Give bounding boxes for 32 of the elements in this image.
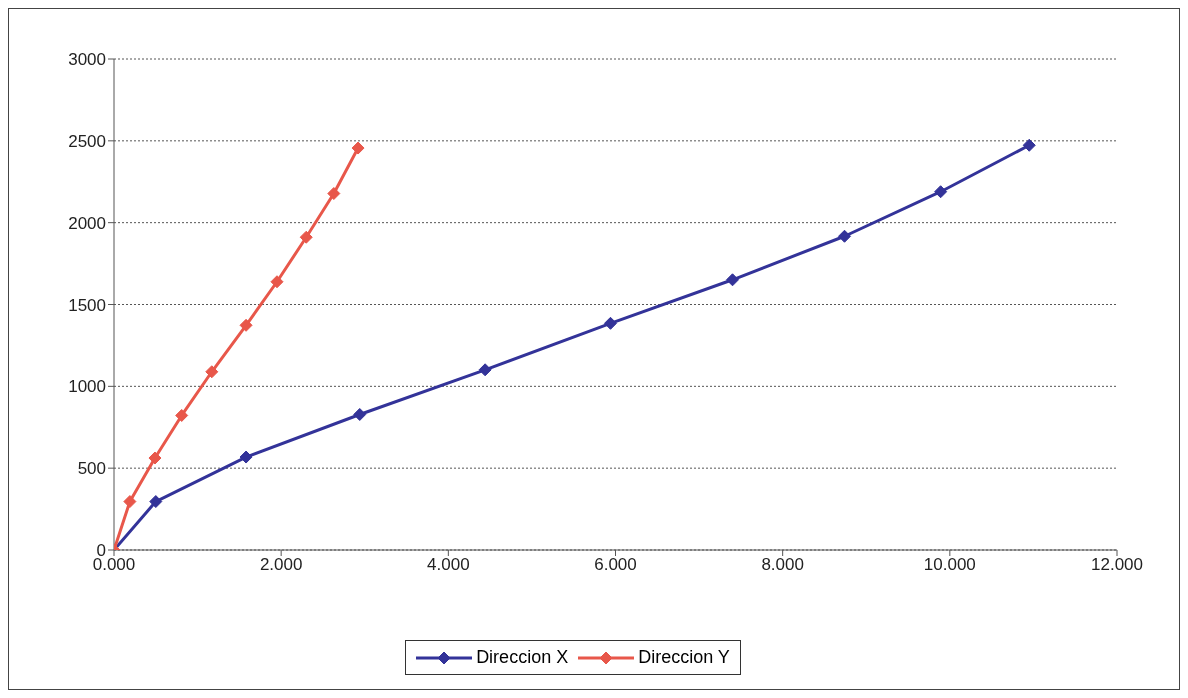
point (1022, 138, 1036, 152)
point (205, 365, 219, 379)
legend-label: Direccion X (475, 647, 569, 668)
point (239, 318, 253, 332)
point (603, 316, 617, 330)
point (353, 407, 367, 421)
point (327, 187, 341, 201)
point (175, 408, 189, 422)
point (123, 495, 137, 509)
point (934, 185, 948, 199)
point (148, 451, 162, 465)
y-tick-label: 2000 (68, 213, 106, 233)
point (726, 273, 740, 287)
point (478, 363, 492, 377)
x-tick-label: 10.000 (923, 555, 976, 575)
x-tick-label: 2.000 (259, 555, 303, 575)
y-tick-label: 1500 (68, 295, 106, 315)
y-tick-label: 2500 (68, 131, 106, 151)
y-tick-label: 1000 (68, 377, 106, 397)
x-tick-label: 6.000 (594, 555, 637, 575)
point (299, 230, 313, 244)
point (838, 229, 852, 243)
point (351, 141, 365, 155)
x-tick-label: 8.000 (761, 555, 804, 575)
x-tick-label: 12.000 (1091, 555, 1143, 575)
point (149, 495, 163, 509)
point (239, 450, 253, 464)
point (270, 275, 284, 289)
legend-label: Direccion Y (637, 647, 730, 668)
y-tick-label: 500 (77, 459, 106, 479)
x-tick-label: 4.000 (427, 555, 470, 575)
y-tick-label: 3000 (68, 50, 106, 70)
